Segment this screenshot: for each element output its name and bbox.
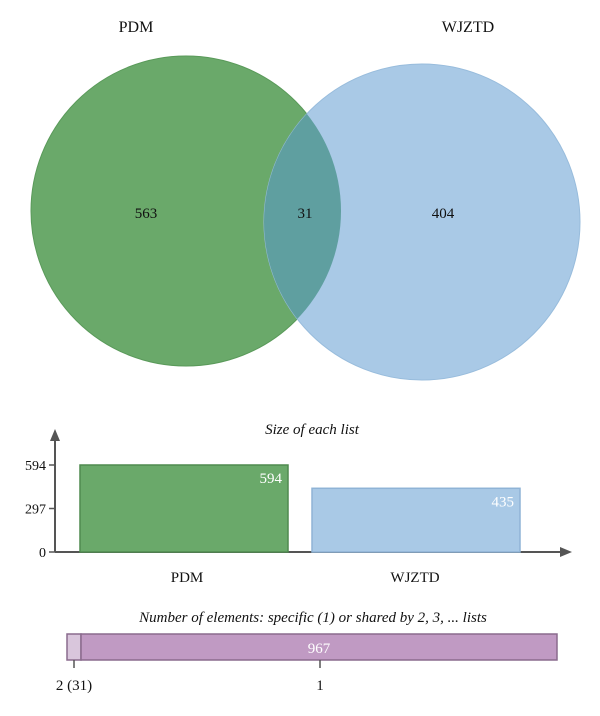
x-tick-label: WJZTD	[390, 570, 439, 586]
y-tick-label: 0	[39, 546, 46, 561]
y-tick-label: 297	[25, 503, 46, 518]
stacked-segment-2	[80, 633, 558, 661]
segment-value-label: 967	[308, 641, 331, 657]
bar-wjztd	[311, 487, 521, 553]
segment-tick-label: 1	[316, 678, 324, 694]
bar-value-label: 594	[260, 471, 283, 487]
y-axis-arrow	[50, 429, 60, 441]
venn-count-pdm-only: 563	[135, 206, 158, 222]
stacked-segment-1	[66, 633, 82, 661]
venn-set-label-pdm: PDM	[119, 19, 154, 36]
venn-diagram: PDM WJZTD 563 31 404	[30, 19, 581, 381]
venn-set-label-wjztd: WJZTD	[442, 19, 494, 36]
bar-chart-title: Size of each list	[265, 422, 360, 438]
bar-pdm	[79, 464, 289, 553]
venn-count-wjztd-only: 404	[432, 206, 455, 222]
size-bar-chart: Size of each list 0 297 594 594 PDM 435 WJZTD	[25, 422, 572, 586]
x-tick-label: PDM	[171, 570, 204, 586]
bar-value-label: 435	[492, 494, 515, 510]
venn-count-intersection: 31	[298, 206, 313, 222]
segment-tick-label: 2 (31)	[56, 678, 92, 694]
x-axis-arrow	[560, 547, 572, 557]
y-tick-label: 594	[25, 459, 46, 474]
elements-stacked-bar: Number of elements: specific (1) or shar…	[56, 610, 558, 694]
stacked-bar-title: Number of elements: specific (1) or shar…	[138, 610, 487, 626]
